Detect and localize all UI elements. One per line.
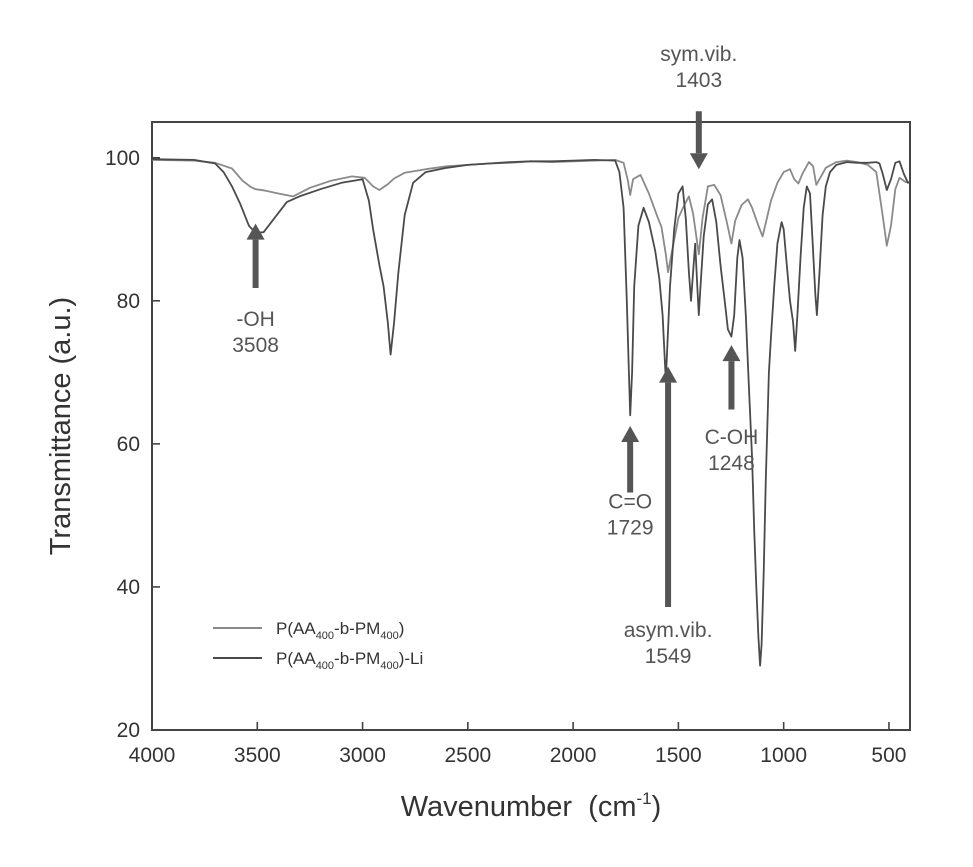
x-tick-label: 3500 <box>234 744 281 767</box>
x-axis-title-close: ) <box>652 791 662 823</box>
x-tick-label: 2500 <box>444 744 491 767</box>
x-tick-label: 1500 <box>655 744 702 767</box>
annotations: -OH 3508 C=O 1729 asym.vib. 1549 C-OH 1248 sym.v… <box>232 43 758 668</box>
annotation-arrowhead-1 <box>246 223 265 240</box>
y-tick-label: 80 <box>117 290 140 313</box>
series-lines <box>151 158 911 667</box>
annotation-arrowhead-3 <box>659 366 678 383</box>
annotation-arrowhead-5 <box>689 153 708 170</box>
y-tick-label: 40 <box>117 576 140 599</box>
annotation-arrowhead-2 <box>621 426 640 442</box>
x-axis-title-unit: (cm <box>588 791 636 823</box>
x-axis-title: Wavenumber (cm-1) <box>401 789 662 823</box>
legend-entry-2: P(AA400-b-PM400)-Li <box>276 649 423 672</box>
legend: P(AA400-b-PM400) P(AA400-b-PM400)-Li <box>213 619 423 672</box>
annotation-label-4: C-OH 1248 <box>705 426 759 475</box>
annotation-label-3: asym.vib. 1549 <box>624 619 713 668</box>
legend-entry-1: P(AA400-b-PM400) <box>276 619 404 642</box>
x-axis-title-exp: -1 <box>636 789 651 808</box>
axis-ticks: 4000 3500 3000 2500 2000 1500 1000 500 20 40 60 80 1… <box>105 147 907 767</box>
series-line-2 <box>151 158 911 667</box>
x-axis-title-main: Wavenumber <box>401 791 573 823</box>
x-tick-label: 2000 <box>550 744 597 767</box>
series-line-1 <box>151 159 910 274</box>
annotation-label-5: sym.vib. 1403 <box>660 43 737 92</box>
x-tick-label: 1000 <box>760 744 807 767</box>
y-axis-title: Transmittance (a.u.) <box>45 297 77 555</box>
x-tick-label: 4000 <box>129 744 176 767</box>
y-tick-label: 60 <box>117 433 140 456</box>
y-tick-label: 20 <box>117 719 140 742</box>
annotation-label-1: -OH 3508 <box>232 308 279 357</box>
annotation-label-2: C=O 1729 <box>607 490 654 539</box>
x-tick-label: 3000 <box>339 744 386 767</box>
annotation-arrowhead-4 <box>722 345 741 362</box>
x-tick-label: 500 <box>871 744 906 767</box>
y-tick-label: 100 <box>105 147 140 170</box>
plot-frame <box>151 121 911 731</box>
